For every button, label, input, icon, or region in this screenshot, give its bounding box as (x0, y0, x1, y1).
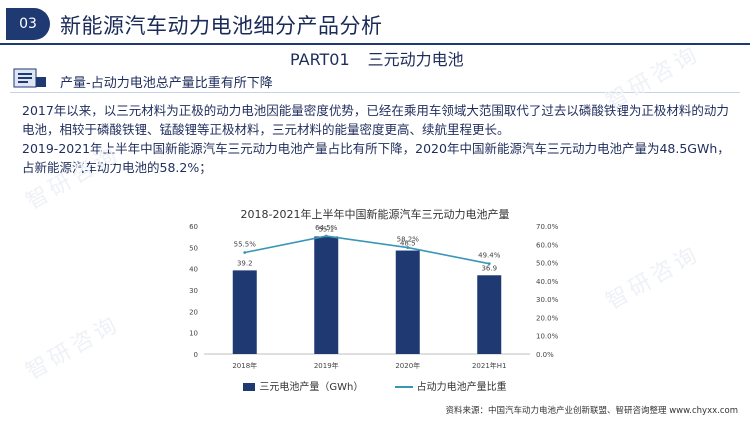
y-left-tick-label: 20 (189, 308, 198, 316)
y-left-tick-label: 60 (189, 223, 198, 231)
y-right-tick-label: 20.0% (536, 314, 559, 322)
document-icon (13, 68, 46, 88)
y-left-tick-label: 10 (189, 330, 198, 338)
series-line (244, 235, 490, 265)
line-point (406, 246, 410, 249)
watermark: 智研咨询 (601, 241, 705, 315)
x-tick-label: 2020年 (395, 361, 420, 370)
y-right-tick-label: 0.0% (536, 351, 554, 359)
line-point (487, 262, 491, 266)
bar (477, 275, 502, 354)
bar (232, 270, 257, 354)
legend-bar-swatch (243, 383, 256, 391)
bar-value-label: 36.9 (481, 264, 497, 272)
y-left-tick-label: 50 (189, 244, 198, 252)
part-label: PART01 (290, 50, 350, 69)
page-title: 新能源汽车动力电池细分产品分析 (60, 14, 383, 38)
y-right-tick-label: 30.0% (536, 296, 559, 304)
chart-title: 2018-2021年上半年中国新能源汽车三元动力电池产量 (240, 208, 510, 221)
subheading: 产量-占动力电池总产量比重有所下降 (60, 76, 273, 91)
bar-value-label: 55.1 (318, 225, 334, 233)
bar (314, 236, 339, 354)
combo-chart: 0 10 20 30 40 50 60 0.0% 10.0% 20.0% 30.0% 40.0% 50.… (189, 223, 559, 370)
x-tick-label: 2019年 (314, 361, 339, 370)
y-right-tick-label: 10.0% (536, 333, 559, 341)
legend-item-line: 占动力电池产量比重 (394, 378, 507, 393)
legend-line-label: 占动力电池产量比重 (416, 382, 507, 393)
bar-value-label: 48.5 (400, 240, 416, 248)
chart-legend: 三元电池产量（GWh） 占动力电池产量比重 (0, 378, 750, 393)
line-value-label: 64.5% (315, 224, 338, 232)
paragraph-2: 2019-2021年上半年中国新能源汽车三元动力电池产量占比有所下降，2020年… (22, 141, 730, 175)
source-note: 资料来源：中国汽车动力电池产业创新联盟、智研咨询整理 www.chyxx.com (445, 406, 739, 416)
y-left-tick-label: 30 (189, 287, 198, 295)
legend-bar-label: 三元电池产量（GWh） (259, 382, 364, 393)
header-divider (0, 43, 750, 45)
line-value-label: 58.2% (397, 236, 420, 244)
line-point (324, 234, 328, 238)
line-value-label: 49.4% (478, 252, 501, 260)
x-tick-label: 2018年 (232, 361, 257, 370)
watermark: 智研咨询 (21, 311, 125, 385)
y-left-tick-label: 40 (189, 266, 198, 274)
bar-value-label: 39.2 (237, 259, 253, 267)
y-right-tick-label: 50.0% (536, 260, 559, 268)
section-number-badge: 03 (6, 8, 50, 40)
y-left-tick-label: 0 (194, 351, 198, 359)
subheading-divider (10, 92, 740, 93)
y-right-tick-label: 60.0% (536, 241, 559, 249)
legend-item-bar: 三元电池产量（GWh） (243, 378, 363, 393)
line-value-label: 55.5% (234, 241, 257, 249)
x-tick-label: 2021年H1 (472, 361, 507, 370)
y-right-tick-label: 70.0% (536, 223, 559, 231)
part-title: 三元动力电池 (367, 50, 464, 69)
legend-line-swatch (394, 386, 413, 388)
header-bar: 03 新能源汽车动力电池细分产品分析 (0, 0, 750, 42)
line-point (243, 251, 247, 254)
part-heading: PART01 三元动力电池 (290, 46, 464, 70)
bar (395, 250, 420, 354)
y-right-tick-label: 40.0% (536, 278, 559, 286)
paragraph-1: 2017年以来，以三元材料为正极的动力电池因能量密度优势，已经在乘用车领域大范围… (22, 103, 729, 137)
